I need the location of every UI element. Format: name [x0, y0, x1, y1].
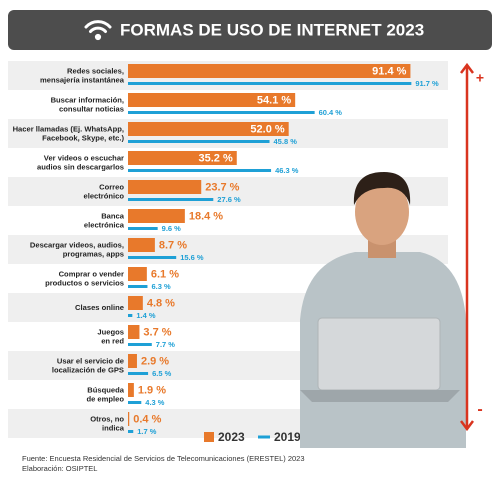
value-label-2023: 91.4 %	[372, 65, 406, 77]
category-label: Ver videos o escuchar audios sin descarga…	[37, 154, 124, 172]
category-label: Hacer llamadas (Ej. WhatsApp, Facebook, S…	[13, 125, 125, 143]
bar-2019	[128, 227, 158, 230]
chart-title: FORMAS DE USO DE INTERNET 2023	[120, 20, 424, 39]
value-label-2023: 52.0 %	[250, 123, 284, 135]
bar-2019	[128, 343, 152, 346]
legend-swatch	[204, 432, 214, 442]
category-label: Usar el servicio de localización de GPS	[52, 357, 124, 375]
bar-2023	[128, 93, 296, 107]
bar-2019	[128, 314, 133, 317]
value-label-2019: 4.3 %	[145, 398, 165, 407]
person-illustration	[300, 172, 466, 448]
header-bar	[8, 10, 492, 50]
bar-2019	[128, 372, 149, 375]
bar-2019	[128, 256, 177, 259]
value-label-2023: 2.9 %	[141, 355, 169, 367]
source-note: Fuente: Encuesta Residencial de Servicio…	[22, 454, 305, 463]
bar-2019	[128, 285, 148, 288]
value-label-2019: 91.7 %	[415, 79, 439, 88]
bar-2019	[128, 401, 142, 404]
bar-2019	[128, 140, 270, 143]
credit-note: Elaboración: OSIPTEL	[22, 464, 97, 473]
category-label: Comprar o vender productos o servicios	[45, 270, 124, 288]
annotation: +	[476, 70, 484, 86]
legend-label: 2023	[218, 430, 245, 444]
value-label-2019: 45.8 %	[274, 137, 298, 146]
legend-label: 2019	[274, 430, 301, 444]
wifi-icon	[84, 20, 112, 41]
arrow-heads	[460, 62, 474, 432]
annotation: -	[477, 401, 482, 418]
bar-2023	[128, 209, 185, 223]
bar-2023	[128, 64, 411, 78]
value-label-2019: 1.7 %	[137, 427, 157, 436]
category-label: Correo electrónico	[83, 183, 124, 201]
bar-2019	[128, 198, 214, 201]
category-label: Banca electrónica	[84, 212, 125, 230]
bar-2023	[128, 383, 134, 397]
category-label: Otros, no indica	[90, 415, 125, 433]
value-label-2023: 23.7 %	[205, 181, 239, 193]
value-label-2023: 3.7 %	[143, 326, 171, 338]
value-label-2023: 6.1 %	[151, 268, 179, 280]
value-label-2023: 8.7 %	[159, 239, 187, 251]
category-label: Búsqueda de empleo	[86, 386, 124, 404]
bar-2023	[128, 296, 143, 310]
bar-2023	[128, 412, 130, 426]
bar-2023	[128, 238, 155, 252]
value-label-2019: 27.6 %	[217, 195, 241, 204]
bar-2023	[128, 267, 147, 281]
category-label: Descargar videos, audios, programas, apps	[30, 241, 124, 259]
value-label-2019: 6.5 %	[152, 369, 172, 378]
value-label-2019: 6.3 %	[151, 282, 171, 291]
category-label: Clases online	[75, 303, 124, 312]
category-label: Buscar información, consultar noticias	[51, 96, 124, 114]
value-label-2023: 4.8 %	[147, 297, 175, 309]
bar-2019	[128, 169, 272, 172]
value-label-2019: 7.7 %	[156, 340, 176, 349]
value-label-2019: 15.6 %	[180, 253, 204, 262]
bar-2023	[128, 151, 237, 165]
bar-2023	[128, 122, 289, 136]
bar-2023	[128, 354, 137, 368]
category-label: Redes sociales, mensajería instantánea	[40, 67, 125, 85]
bar-2019	[128, 111, 315, 114]
value-label-2019: 60.4 %	[319, 108, 343, 117]
value-label-2023: 0.4 %	[133, 413, 161, 425]
value-label-2023: 54.1 %	[257, 94, 291, 106]
value-label-2019: 9.6 %	[162, 224, 182, 233]
value-label-2023: 35.2 %	[199, 152, 233, 164]
bar-2019	[128, 430, 134, 433]
value-label-2019: 1.4 %	[136, 311, 156, 320]
category-label: Juegos en red	[97, 328, 124, 346]
bar-2023	[128, 180, 202, 194]
bar-2019	[128, 82, 412, 85]
legend-swatch	[258, 435, 270, 439]
value-label-2019: 46.3 %	[275, 166, 299, 175]
value-label-2023: 1.9 %	[138, 384, 166, 396]
bar-2023	[128, 325, 140, 339]
value-label-2023: 18.4 %	[189, 210, 223, 222]
